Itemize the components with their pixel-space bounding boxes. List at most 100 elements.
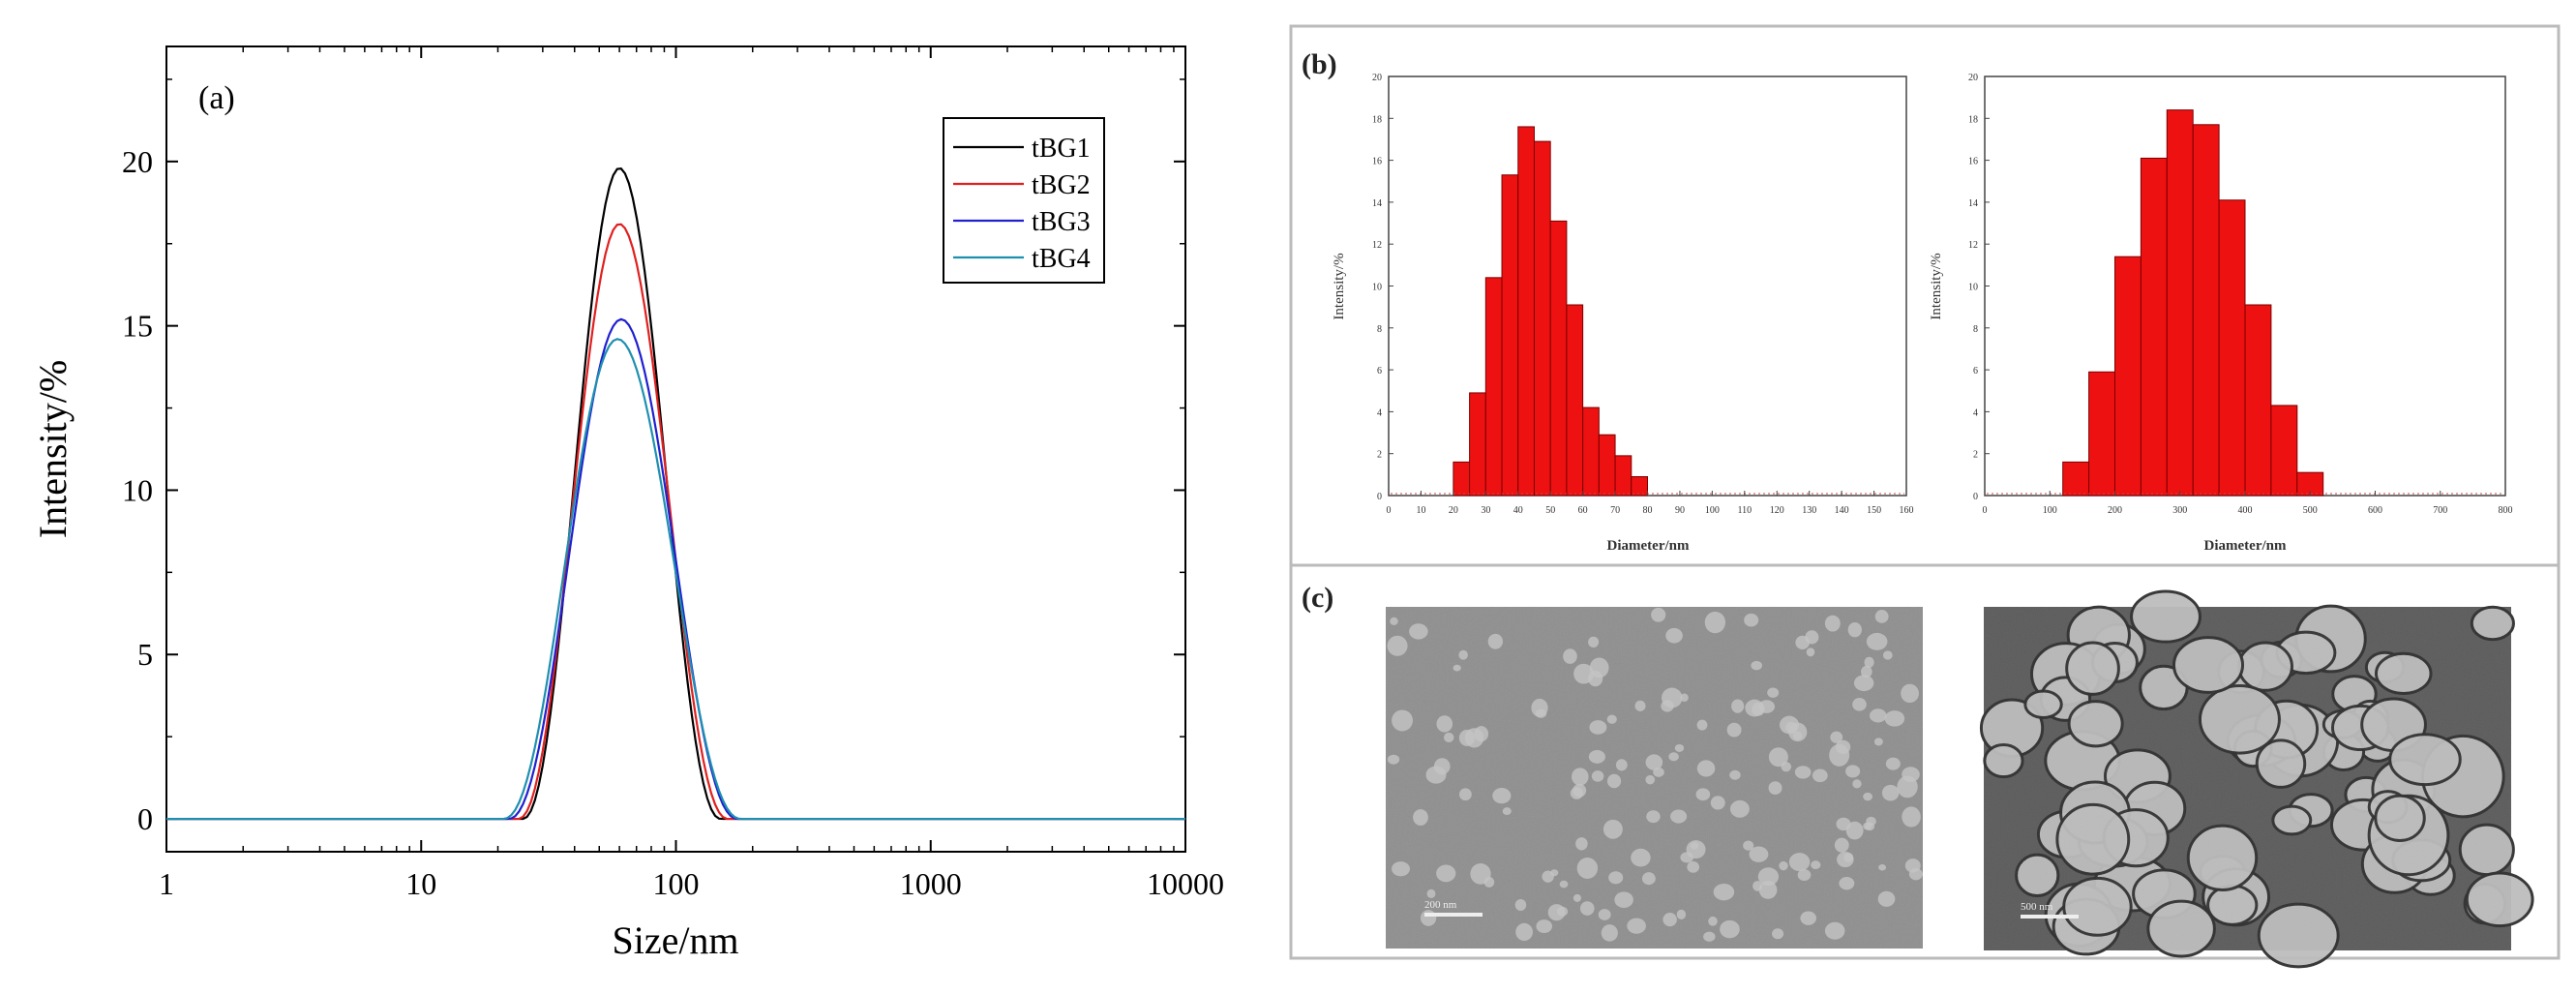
x-tick-label: 100 <box>653 866 700 901</box>
y-tick-label: 8 <box>1973 324 1978 335</box>
particle <box>1559 880 1569 889</box>
tem-image-left: 200 nm <box>1386 607 1923 949</box>
particle <box>1788 853 1811 872</box>
particle <box>1589 720 1607 735</box>
particle <box>1563 648 1577 664</box>
particle <box>1877 890 1896 907</box>
x-axis-a: 1 10 100 1000 10000 <box>159 46 1224 901</box>
particle <box>1573 663 1594 684</box>
particle <box>1492 788 1512 804</box>
series-tBG4 <box>166 338 1185 821</box>
particle <box>1668 752 1679 762</box>
x-tick-label: 10 <box>405 866 436 901</box>
particle <box>1514 899 1527 911</box>
particle <box>1843 852 1854 862</box>
x-tick-label: 1 <box>159 866 174 901</box>
x-tick-label: 50 <box>1545 505 1555 516</box>
particle <box>1392 709 1413 732</box>
x-tick-label: 70 <box>1610 505 1620 516</box>
y-tick-label: 4 <box>1973 407 1978 418</box>
particle <box>1575 837 1588 851</box>
particle <box>1651 607 1666 622</box>
x-axis-label-b2: Diameter/nm <box>2204 538 2287 554</box>
x-tick-label: 120 <box>1770 505 1784 516</box>
histogram-bar <box>1549 220 1568 497</box>
y-tick-label: 5 <box>137 637 153 672</box>
particle <box>1531 698 1548 717</box>
particle <box>1845 765 1861 778</box>
particle <box>1588 750 1605 764</box>
particle <box>1603 819 1623 839</box>
particle <box>1680 852 1694 863</box>
x-axis-label-a: Size/nm <box>612 919 738 962</box>
particle <box>1881 784 1900 801</box>
y-tick-label: 20 <box>1968 73 1978 83</box>
histogram-bar <box>1631 476 1648 497</box>
particle <box>1502 807 1512 816</box>
particle <box>1731 699 1745 713</box>
x-tick-label: 160 <box>1900 505 1914 516</box>
panel-label-c: (c) <box>1302 582 1333 614</box>
y-tick-label: 20 <box>122 144 153 179</box>
particle <box>1758 700 1776 713</box>
particle <box>1797 868 1812 882</box>
particle <box>1878 864 1887 871</box>
particle <box>1436 864 1456 883</box>
panel-a: (a) 0 5 10 15 20 1 10 100 1000 10000 Size/nm Int… <box>31 45 1224 962</box>
y-tick-label: 18 <box>1372 114 1382 125</box>
histogram-bar <box>2062 461 2090 497</box>
y-tick-label: 14 <box>1372 198 1382 209</box>
particle <box>1845 821 1864 840</box>
particle <box>1387 635 1408 656</box>
x-tick-label: 10000 <box>1147 866 1224 901</box>
particle <box>1420 910 1437 926</box>
particle <box>1751 660 1762 671</box>
y-tick-label: 2 <box>1377 450 1382 461</box>
particle <box>1674 743 1685 752</box>
panel-label-b: (b) <box>1302 48 1337 80</box>
x-tick-label: 60 <box>1578 505 1588 516</box>
x-tick-label: 0 <box>1983 505 1988 516</box>
bars-b2 <box>1987 109 2503 497</box>
particle <box>1464 728 1484 748</box>
histogram-bar <box>1484 277 1503 497</box>
particle <box>1696 760 1716 777</box>
histogram-bar <box>2114 256 2142 497</box>
y-axis-label-a: Intensity/% <box>31 360 75 538</box>
particle <box>1573 893 1581 902</box>
particle <box>1695 788 1711 801</box>
x-tick-label: 500 <box>2303 505 2318 516</box>
particle <box>1768 747 1788 768</box>
x-tick-label: 90 <box>1675 505 1685 516</box>
particle <box>1710 796 1725 810</box>
particle <box>1758 881 1778 899</box>
particle <box>1576 857 1599 879</box>
histogram-bar <box>2244 304 2272 497</box>
bars-b1 <box>1391 126 1904 497</box>
particle <box>1726 722 1742 738</box>
particle <box>1646 810 1661 824</box>
y-axis-label-b2: Intensity/% <box>1929 253 1944 319</box>
particle <box>1768 781 1782 795</box>
particle <box>1839 876 1855 890</box>
y-axis-b2: 0 2 4 6 8 10 12 14 16 18 20 <box>1968 73 1990 502</box>
particle <box>1598 909 1611 920</box>
particle <box>1704 611 1726 634</box>
legend-label-tBG1: tBG1 <box>1032 134 1091 164</box>
x-tick-label: 100 <box>1705 505 1720 516</box>
histogram-bar <box>2192 124 2220 497</box>
particle <box>1830 731 1843 743</box>
y-tick-label: 10 <box>1968 283 1978 293</box>
scale-bar-label-left: 200 nm <box>1424 899 1457 911</box>
y-tick-label: 4 <box>1377 407 1382 418</box>
particle <box>1824 615 1841 632</box>
x-tick-label: 110 <box>1737 505 1752 516</box>
particle <box>1665 627 1683 644</box>
particle <box>1785 721 1798 734</box>
particle <box>1458 649 1468 660</box>
scale-bar-label-right: 500 nm <box>2021 901 2053 913</box>
particle <box>1767 687 1780 698</box>
histogram-bar <box>1501 174 1519 497</box>
